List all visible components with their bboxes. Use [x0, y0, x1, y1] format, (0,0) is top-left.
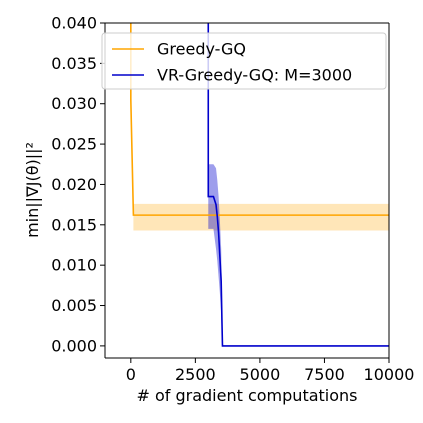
- x-tick-label: 7500: [304, 365, 345, 384]
- x-tick-label: 2500: [175, 365, 216, 384]
- x-axis-title: # of gradient computations: [136, 386, 357, 405]
- y-axis-title: min||∇J(θ)||²: [23, 142, 42, 238]
- legend-label-greedy-gq: Greedy-GQ: [157, 40, 246, 59]
- confidence-bands: [133, 164, 389, 346]
- series-band-vr-greedy-gq: [208, 164, 389, 346]
- y-tick-label: 0.030: [51, 94, 97, 113]
- series-band-greedy-gq: [133, 203, 389, 231]
- y-tick-label: 0.025: [51, 135, 97, 154]
- x-tick-label: 10000: [364, 365, 415, 384]
- y-tick-label: 0.020: [51, 175, 97, 194]
- y-tick-label: 0.000: [51, 336, 97, 355]
- x-tick-label: 5000: [240, 365, 281, 384]
- legend-label-vr-greedy-gq: VR-Greedy-GQ: M=3000: [157, 66, 352, 85]
- axes: 0.000 0.005 0.010 0.015 0.020 0.025 0.030 0.035…: [51, 14, 414, 385]
- legend: Greedy-GQ VR-Greedy-GQ: M=3000: [101, 32, 387, 90]
- y-tick-label: 0.040: [51, 14, 97, 33]
- y-tick-label: 0.035: [51, 54, 97, 73]
- series-line-greedy-gq: [130, 23, 389, 216]
- series-line-vr-greedy-gq: [207, 23, 389, 347]
- y-tick-label: 0.010: [51, 256, 97, 275]
- legend-box: [101, 32, 387, 90]
- y-tick-label: 0.015: [51, 215, 97, 234]
- y-tick-label: 0.005: [51, 296, 97, 315]
- x-tick-label: 0: [126, 365, 136, 384]
